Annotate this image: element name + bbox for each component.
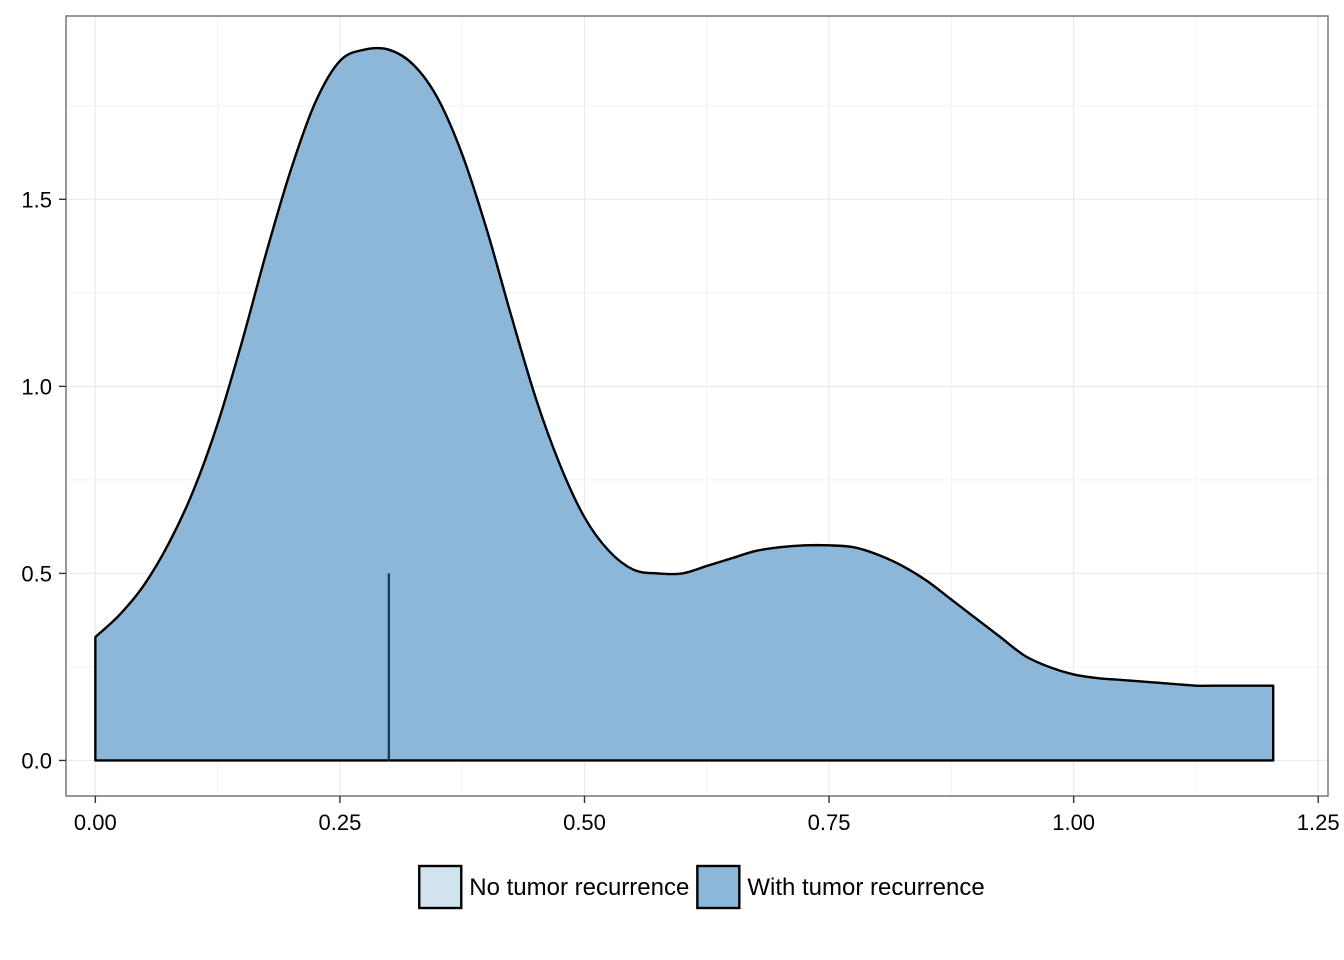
- x-tick-label: 0.25: [319, 810, 362, 835]
- x-tick-label: 1.00: [1052, 810, 1095, 835]
- x-tick-label: 0.75: [808, 810, 851, 835]
- legend-label: No tumor recurrence: [469, 874, 689, 901]
- legend-key: [418, 864, 463, 910]
- legend: No tumor recurrence With tumor recurrence: [418, 864, 985, 910]
- x-tick-label: 0.50: [563, 810, 606, 835]
- axes: 0.00 0.25 0.50 0.75 1.00 1.25 0.0 0.5 1.0 1.5: [21, 187, 1339, 835]
- legend-key: [696, 864, 741, 910]
- y-tick-label: 1.5: [21, 187, 52, 212]
- y-tick-label: 0.5: [21, 561, 52, 586]
- x-tick-label: 1.25: [1297, 810, 1340, 835]
- y-tick-label: 1.0: [21, 374, 52, 399]
- density-area-layer: [94, 46, 1275, 762]
- density-area: [94, 46, 1275, 762]
- x-tick-label: 0.00: [74, 810, 117, 835]
- legend-label: With tumor recurrence: [747, 874, 984, 901]
- panel-border: [65, 15, 1329, 797]
- y-tick-label: 0.0: [21, 748, 52, 773]
